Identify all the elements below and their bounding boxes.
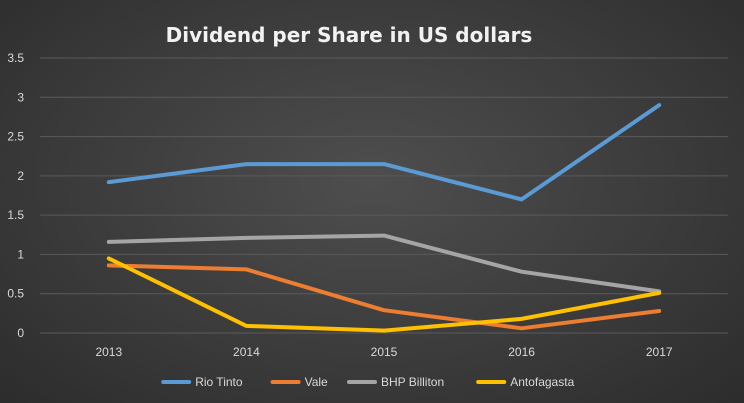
x-tick-label: 2013 [95,345,122,359]
y-axis-ticks: 0 0.5 1 1.5 2 2.5 3 3.5 [7,51,24,340]
y-tick-label: 1.5 [7,208,24,222]
series-line-antofagasta [106,256,662,333]
series-lines [106,103,662,333]
y-tick-label: 3.5 [7,51,24,65]
legend-label: Vale [305,375,328,389]
series-line-vale [106,263,662,331]
series-line-bhp-billiton [106,233,662,294]
legend-label: Antofagasta [510,375,574,389]
gridlines [40,57,728,334]
x-tick-label: 2014 [233,345,260,359]
y-tick-label: 2.5 [7,130,24,144]
y-tick-label: 1 [17,247,24,261]
y-tick-label: 2 [17,169,24,183]
x-tick-label: 2016 [508,345,535,359]
legend-label: BHP Billiton [381,375,444,389]
x-tick-label: 2015 [371,345,398,359]
x-axis-ticks: 2013 2014 2015 2016 2017 [95,345,672,359]
chart-title: Dividend per Share in US dollars [166,23,533,47]
y-tick-label: 3 [17,90,24,104]
x-tick-label: 2017 [646,345,673,359]
y-tick-label: 0.5 [7,287,24,301]
legend-label: Rio Tinto [195,375,243,389]
legend: Rio Tinto Vale BHP Billiton Antofagasta [161,375,575,389]
series-line-rio-tinto [106,103,662,202]
y-tick-label: 0 [17,326,24,340]
